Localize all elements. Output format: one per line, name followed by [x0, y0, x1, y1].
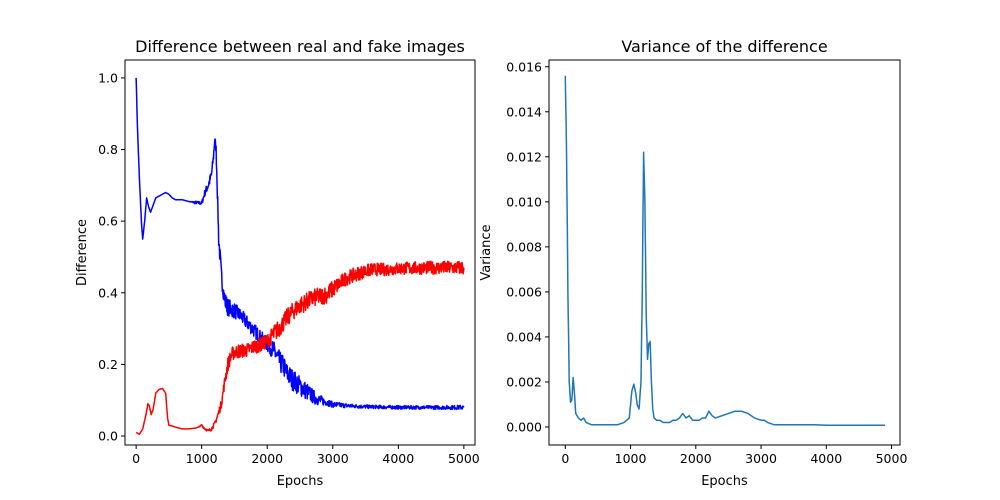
y-tick-label: 0.000	[506, 419, 542, 434]
x-axis-label: Epochs	[277, 474, 324, 489]
y-tick-label: 0.010	[506, 194, 542, 209]
y-axis-label: Difference	[75, 219, 90, 286]
chart-title: Variance of the difference	[621, 37, 827, 56]
x-axis-label: Epochs	[701, 474, 748, 489]
y-tick-label: 0.6	[98, 214, 118, 229]
x-tick-label: 0	[132, 451, 140, 466]
y-tick-label: 0.008	[506, 239, 542, 254]
x-tick-label: 1000	[615, 451, 647, 466]
y-tick-label: 0.004	[506, 329, 542, 344]
series-line-2	[135, 260, 465, 436]
chart-difference: 0 1000 2000 3000 4000 5000 0.0 0.2 0.4 0.6 0.8 1.0 D…	[75, 37, 480, 489]
axes-frame	[548, 59, 901, 446]
x-tick-label: 3000	[745, 451, 777, 466]
x-tick-label: 2000	[680, 451, 712, 466]
y-tick-label: 0.2	[98, 357, 118, 372]
y-tick-label: 0.002	[506, 374, 542, 389]
y-tick-label: 0.8	[98, 142, 118, 157]
y-tick-label: 1.0	[98, 70, 118, 85]
y-axis-label: Variance	[479, 224, 494, 280]
x-tick-label: 3000	[317, 451, 349, 466]
axes-frame	[124, 59, 476, 446]
y-tick-label: 0.012	[506, 149, 542, 164]
x-tick-label: 5000	[448, 451, 480, 466]
y-tick-label: 0.0	[98, 429, 118, 444]
chart-title: Difference between real and fake images	[135, 37, 465, 56]
series-line-1	[135, 77, 465, 411]
y-tick-label: 0.4	[98, 285, 118, 300]
series-line-1	[564, 75, 886, 426]
y-tick-label: 0.006	[506, 284, 542, 299]
y-tick-label: 0.016	[506, 59, 542, 74]
x-tick-label: 4000	[810, 451, 842, 466]
x-tick-label: 5000	[876, 451, 908, 466]
x-tick-label: 4000	[382, 451, 414, 466]
y-tick-label: 0.014	[506, 104, 542, 119]
x-tick-label: 2000	[251, 451, 283, 466]
x-tick-label: 1000	[186, 451, 218, 466]
x-tick-label: 0	[561, 451, 569, 466]
chart-variance: 0 1000 2000 3000 4000 5000 0.000 0.002 0.004 0.00…	[479, 37, 907, 489]
